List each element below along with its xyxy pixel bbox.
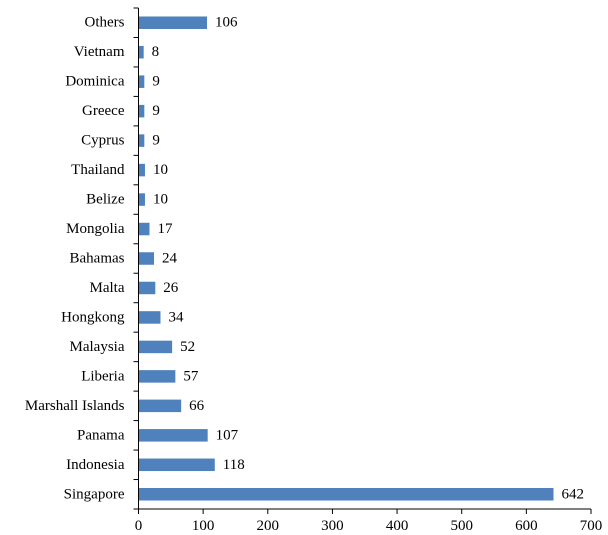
- bar-hongkong: [138, 311, 161, 324]
- bar-greece: [138, 104, 145, 118]
- category-label-liberia: Liberia: [81, 368, 125, 384]
- bar-dominica: [138, 75, 145, 88]
- x-tick-label-300: 300: [321, 518, 344, 534]
- bar-bahamas: [138, 252, 155, 265]
- value-label-singapore: 642: [562, 486, 585, 502]
- bar-vietnam: [138, 45, 144, 59]
- value-label-hongkong: 34: [168, 309, 184, 325]
- category-label-bahamas: Bahamas: [70, 251, 125, 267]
- category-label-marshall-islands: Marshall Islands: [25, 398, 125, 414]
- category-label-mongolia: Mongolia: [66, 221, 125, 237]
- value-label-malaysia: 52: [180, 339, 195, 355]
- value-label-panama: 107: [216, 427, 239, 443]
- value-label-cyprus: 9: [152, 133, 160, 149]
- category-label-vietnam: Vietnam: [74, 44, 125, 60]
- category-labels: Singapore Indonesia Panama Marshall Islands…: [25, 15, 125, 503]
- x-tick-label-400: 400: [386, 518, 409, 534]
- x-tick-label-100: 100: [192, 518, 215, 534]
- bar-malaysia: [138, 340, 173, 354]
- category-label-malta: Malta: [90, 280, 125, 296]
- category-label-panama: Panama: [77, 427, 125, 443]
- x-tick-label-700: 700: [580, 518, 603, 534]
- category-label-hongkong: Hongkong: [61, 309, 125, 325]
- value-label-greece: 9: [152, 103, 160, 119]
- bar-malta: [138, 281, 156, 295]
- category-label-dominica: Dominica: [65, 74, 124, 90]
- value-label-malta: 26: [163, 280, 179, 296]
- x-axis-ticks: 0 100 200 300 400 500 600 700: [133, 7, 603, 534]
- value-label-others: 106: [215, 15, 238, 31]
- bar-indonesia: [138, 458, 215, 472]
- value-label-vietnam: 8: [152, 44, 160, 60]
- category-label-malaysia: Malaysia: [70, 339, 125, 355]
- bar-panama: [138, 429, 208, 442]
- bar-cyprus: [138, 134, 145, 147]
- bar-others: [138, 16, 208, 29]
- category-label-others: Others: [85, 15, 125, 31]
- bar-marshall-islands: [138, 399, 182, 413]
- x-tick-label-600: 600: [515, 518, 538, 534]
- x-tick-label-500: 500: [450, 518, 473, 534]
- category-label-cyprus: Cyprus: [81, 133, 125, 149]
- x-tick-label-200: 200: [257, 518, 280, 534]
- bar-belize: [138, 193, 145, 206]
- value-label-thailand: 10: [153, 162, 168, 178]
- bars-group: [138, 16, 554, 501]
- bar-liberia: [138, 370, 176, 383]
- value-label-bahamas: 24: [162, 251, 178, 267]
- category-label-singapore: Singapore: [64, 486, 125, 502]
- value-label-mongolia: 17: [157, 221, 173, 237]
- bar-mongolia: [138, 222, 150, 236]
- value-label-liberia: 57: [183, 368, 199, 384]
- value-label-belize: 10: [153, 192, 168, 208]
- value-labels: 642 118 107 66 57 52 34 26 24 17 10 10 9 9 9 8 106: [152, 15, 584, 503]
- value-label-marshall-islands: 66: [189, 398, 205, 414]
- value-label-indonesia: 118: [223, 457, 245, 473]
- value-label-dominica: 9: [152, 74, 160, 90]
- category-label-greece: Greece: [82, 103, 125, 119]
- category-label-indonesia: Indonesia: [66, 457, 125, 473]
- bar-thailand: [138, 163, 145, 177]
- category-label-belize: Belize: [86, 192, 125, 208]
- category-label-thailand: Thailand: [71, 162, 125, 178]
- x-tick-label-0: 0: [135, 518, 143, 534]
- bar-singapore: [138, 488, 554, 501]
